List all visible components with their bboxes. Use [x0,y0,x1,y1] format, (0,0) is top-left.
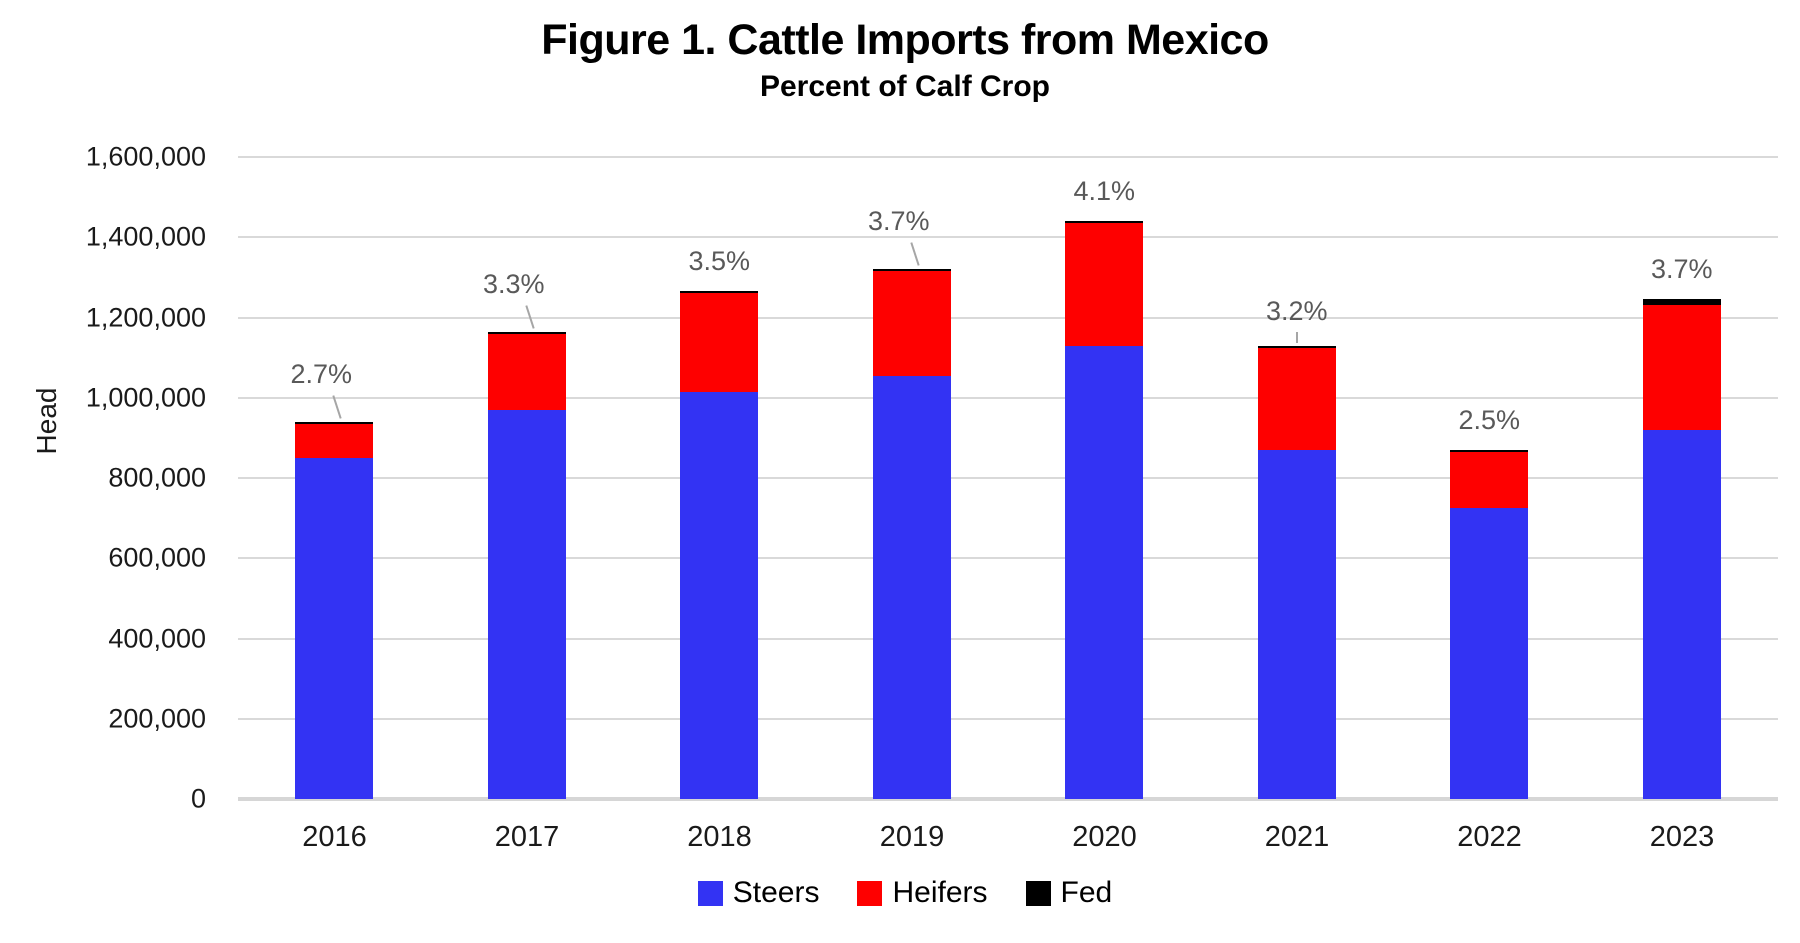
gridline [238,396,1778,399]
bar-segment-heifers-2022 [1450,451,1529,509]
bar-segment-fed-2021 [1257,345,1336,348]
chart-subtitle: Percent of Calf Crop [759,70,1051,103]
percent-label-2017: 3.3% [482,268,545,299]
x-axis-label-2019: 2019 [879,821,945,853]
bar-segment-steers-2019 [872,375,951,799]
y-tick-label: 200,000 [108,703,206,734]
bar-segment-steers-2022 [1450,508,1529,799]
y-tick-label: 1,400,000 [85,221,206,252]
y-axis-tick-labels: 0 200,000 400,000 600,000 800,000 1,000,000 1,… [0,142,206,814]
x-axis-label-2016: 2016 [302,821,367,853]
bar-segment-fed-2018 [680,291,759,294]
y-tick-label: 400,000 [108,623,206,653]
percent-label-2019: 3.7% [867,206,930,237]
gridline [238,316,1778,319]
bar-segment-steers-2018 [680,391,759,799]
legend-item-steers: Steers [697,876,820,910]
bar-segment-heifers-2023 [1642,305,1721,430]
x-axis-label-2022: 2022 [1457,821,1522,853]
bar-segment-heifers-2018 [680,293,759,392]
gridline [238,477,1778,479]
bar-segment-steers-2017 [487,409,566,799]
bar-segment-steers-2020 [1065,345,1144,799]
percent-label-2023: 3.7% [1650,254,1713,285]
bar-segment-fed-2023 [1642,299,1721,306]
bar-segment-heifers-2016 [295,423,374,458]
y-tick-label: 600,000 [108,542,206,573]
bar-segment-fed-2020 [1065,221,1144,224]
bar-segment-heifers-2020 [1065,223,1144,346]
bar-segment-heifers-2019 [872,271,951,376]
percent-label-2021: 3.2% [1265,295,1328,326]
bar-segment-fed-2022 [1450,449,1529,452]
bar-segment-fed-2016 [295,421,374,424]
bar-segment-fed-2017 [487,331,566,334]
percent-label-2022: 2.5% [1458,404,1521,435]
y-tick-label: 800,000 [108,462,206,493]
gridline [238,557,1778,560]
gridline [238,637,1778,640]
x-axis-label-2021: 2021 [1264,821,1330,853]
y-tick-label: 1,000,000 [85,382,206,413]
bar-segment-steers-2021 [1257,449,1336,799]
leader-line [1295,331,1298,343]
percent-label-2020: 4.1% [1073,176,1136,207]
legend-label-fed: Fed [1060,876,1113,909]
legend-swatch-fed-icon [1025,880,1051,906]
bar-segment-steers-2023 [1642,429,1721,799]
legend: Steers Heifers Fed [5,876,1800,910]
legend-item-fed: Fed [1025,876,1113,910]
gridline [238,797,1778,801]
legend-swatch-steers-icon [697,880,723,906]
bar-segment-steers-2016 [295,457,374,799]
legend-item-heifers: Heifers [857,876,988,910]
bar-segment-heifers-2017 [487,333,566,410]
y-tick-label: 1,200,000 [85,302,206,332]
gridline [238,236,1778,239]
x-axis-label-2017: 2017 [494,821,560,853]
x-axis-label-2020: 2020 [1072,821,1137,853]
percent-label-2016: 2.7% [290,358,353,389]
legend-label-steers: Steers [732,876,820,909]
y-tick-label: 1,600,000 [85,141,206,172]
y-tick-label: 0 [190,783,206,814]
x-axis-label-2018: 2018 [687,821,752,853]
legend-label-heifers: Heifers [892,876,988,909]
leader-line [910,242,920,267]
bar-segment-fed-2019 [872,269,951,272]
legend-swatch-heifers-icon [857,880,883,906]
plot-area: 2.7% 2016 3.3% 2017 3.5% 2018 3.7% 2019 4.1% 2020… [238,156,1778,853]
x-axis-label-2023: 2023 [1649,821,1715,853]
percent-label-2018: 3.5% [688,246,751,277]
bar-segment-heifers-2021 [1257,347,1336,450]
gridline [238,717,1778,720]
gridline [238,156,1778,158]
chart-title: Figure 1. Cattle Imports from Mexico [541,16,1269,64]
